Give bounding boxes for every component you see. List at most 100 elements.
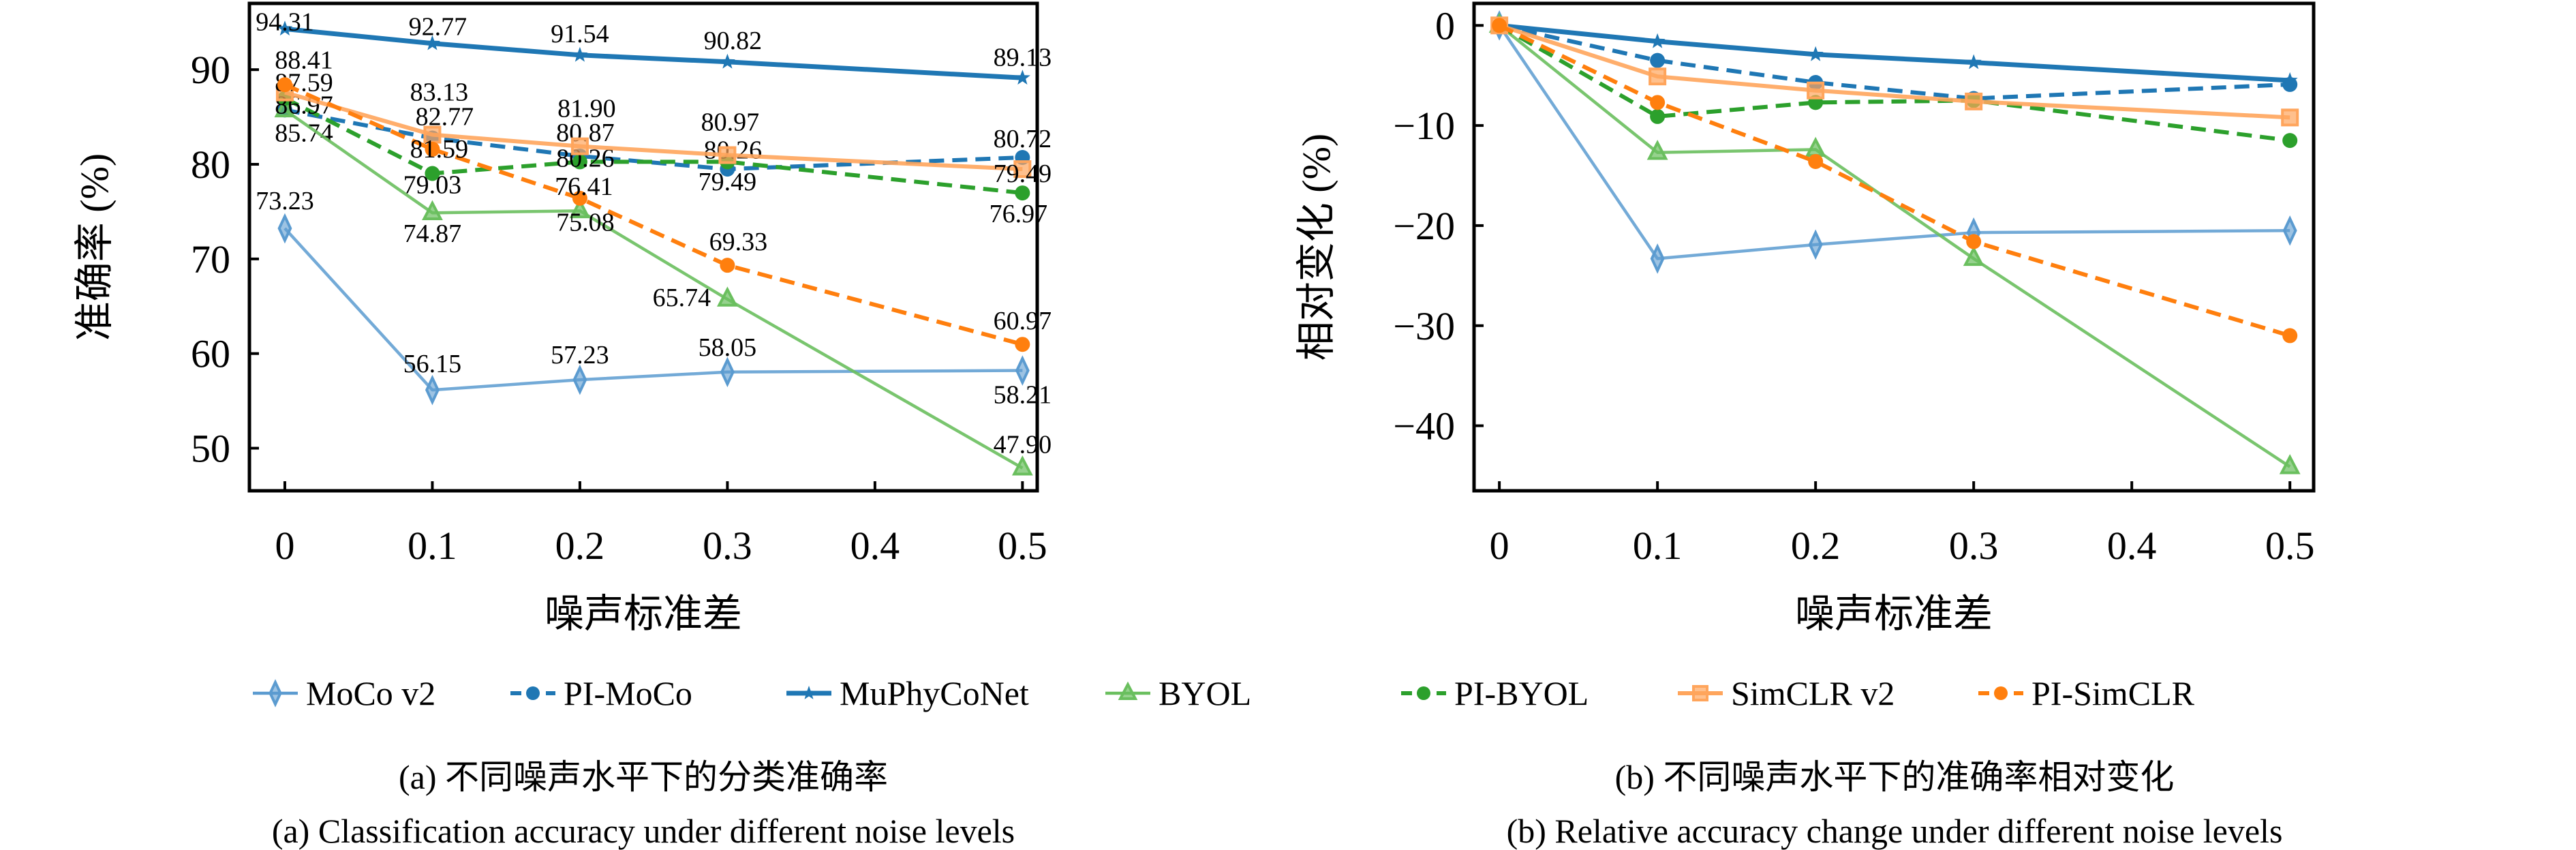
x-tick-label: 0.2 xyxy=(1791,523,1841,568)
data-label: 90.82 xyxy=(704,27,763,55)
data-point-triangle xyxy=(2279,454,2301,474)
data-point-diamond xyxy=(2282,215,2297,246)
y-tick-label: 70 xyxy=(191,237,230,282)
data-label: 76.41 xyxy=(555,172,613,201)
legend-label: PI-SimCLR xyxy=(2031,674,2195,712)
data-point-circle xyxy=(2282,328,2298,344)
data-point-star xyxy=(719,53,735,69)
data-point-triangle xyxy=(274,97,296,118)
series-moco-v2: 73.23 56.15 57.23 58.05 58.21 xyxy=(256,187,1052,410)
x-tick-label: 0.4 xyxy=(850,523,900,568)
legend-item-byol: BYOL xyxy=(1105,674,1251,712)
legend-item-simclr-v2: SimCLR v2 xyxy=(1678,674,1895,712)
data-label: 73.23 xyxy=(256,187,314,215)
data-point-triangle xyxy=(1646,140,1668,160)
data-point-square xyxy=(570,137,589,155)
data-label: 80.97 xyxy=(701,108,760,137)
data-point-circle xyxy=(1650,108,1666,124)
series-pi-simclr: 88.41 81.59 76.41 69.33 60.97 xyxy=(275,46,1052,352)
data-label: 56.15 xyxy=(403,350,462,378)
data-label: 89.13 xyxy=(994,43,1052,72)
data-point-circle xyxy=(1015,185,1030,201)
legend-label: PI-BYOL xyxy=(1454,674,1589,712)
x-tick-label: 0.5 xyxy=(2265,523,2315,568)
data-label: 58.05 xyxy=(699,333,757,362)
x-axis-label: 噪声标准差 xyxy=(1795,592,1993,636)
chart-relative-change: 0 0.1 0.2 0.3 0.4 0.5 0 −10 −20 −30 −40 噪声标准差 相对变化 (… xyxy=(1294,1,2316,636)
data-point-diamond xyxy=(1650,243,1665,274)
y-tick-label: 0 xyxy=(1435,3,1455,48)
data-point-triangle xyxy=(1011,455,1033,476)
data-point-star xyxy=(1807,46,1824,61)
legend-marker-circle xyxy=(1994,686,2008,700)
y-tick-label: −10 xyxy=(1393,104,1455,148)
x-tick-label: 0.1 xyxy=(408,523,457,568)
data-point-star xyxy=(1649,33,1666,48)
series-simclr-v2 xyxy=(1490,16,2299,127)
data-label: 75.08 xyxy=(556,208,615,237)
data-label: 74.87 xyxy=(403,219,462,248)
legend-marker-square xyxy=(1692,685,1708,701)
data-point-triangle xyxy=(716,286,738,307)
data-point-triangle xyxy=(422,200,443,221)
data-label: 83.13 xyxy=(410,78,469,107)
data-label: 88.41 xyxy=(275,46,333,74)
data-point-triangle xyxy=(1805,136,1826,157)
data-point-diamond xyxy=(720,356,735,388)
data-label: 60.97 xyxy=(994,307,1052,335)
data-point-square xyxy=(1013,160,1032,179)
data-point-star xyxy=(277,20,293,36)
data-point-diamond xyxy=(1808,229,1823,260)
data-label: 94.31 xyxy=(256,7,314,36)
data-label: 69.33 xyxy=(709,228,768,256)
data-label: 79.49 xyxy=(994,160,1052,188)
x-tick-label: 0 xyxy=(275,523,294,568)
caption-a-en: (a) Classification accuracy under differ… xyxy=(272,812,1015,850)
data-point-circle xyxy=(1015,337,1030,352)
legend-label: SimCLR v2 xyxy=(1731,674,1895,712)
y-axis-label: 相对变化 (%) xyxy=(1294,134,1338,361)
legend-label: PI-MoCo xyxy=(564,674,692,712)
series-line xyxy=(1498,23,2290,143)
legend-label: MoCo v2 xyxy=(306,674,435,712)
chart-accuracy: 0 0.1 0.2 0.3 0.4 0.5 50 60 70 80 90 噪声标准差 准确率 (%) 73… xyxy=(72,1,1052,636)
data-label: 79.03 xyxy=(403,170,462,199)
data-point-circle xyxy=(1808,153,1824,169)
data-point-circle xyxy=(1966,234,1982,249)
data-point-diamond xyxy=(572,364,587,395)
data-point-circle xyxy=(720,258,735,273)
data-label: 79.49 xyxy=(699,168,757,196)
data-point-circle xyxy=(425,166,440,181)
y-tick-label: −20 xyxy=(1393,204,1455,248)
series-byol xyxy=(1488,12,2301,474)
data-point-square xyxy=(1649,67,1667,86)
data-label: 92.77 xyxy=(409,13,467,42)
y-tick-label: 90 xyxy=(191,48,230,92)
y-tick-label: −30 xyxy=(1393,304,1455,348)
series-line xyxy=(1499,23,2290,101)
data-point-circle xyxy=(2282,133,2298,149)
data-point-square xyxy=(718,146,737,164)
x-tick-label: 0.4 xyxy=(2107,523,2157,568)
legend-marker-circle xyxy=(1417,686,1430,700)
data-point-star xyxy=(572,46,588,62)
data-point-circle xyxy=(1650,95,1666,110)
legend-label: MuPhyCoNet xyxy=(840,674,1029,712)
plot-frame xyxy=(247,1,1039,493)
data-point-star xyxy=(1014,70,1030,85)
data-label: 80.72 xyxy=(994,125,1052,153)
series-line xyxy=(1498,23,2291,338)
x-tick-label: 0.2 xyxy=(555,523,605,568)
data-point-circle xyxy=(572,190,587,206)
x-tick-label: 0 xyxy=(1490,523,1509,568)
data-point-square xyxy=(2281,108,2299,127)
data-label: 91.54 xyxy=(551,20,609,48)
data-point-circle xyxy=(425,141,440,157)
y-tick-label: 50 xyxy=(191,427,230,471)
series-muphyconet: 94.31 92.77 91.54 90.82 89.13 xyxy=(256,7,1052,85)
data-point-square xyxy=(1807,81,1825,100)
data-point-diamond xyxy=(277,213,292,244)
y-tick-label: 60 xyxy=(191,332,230,376)
